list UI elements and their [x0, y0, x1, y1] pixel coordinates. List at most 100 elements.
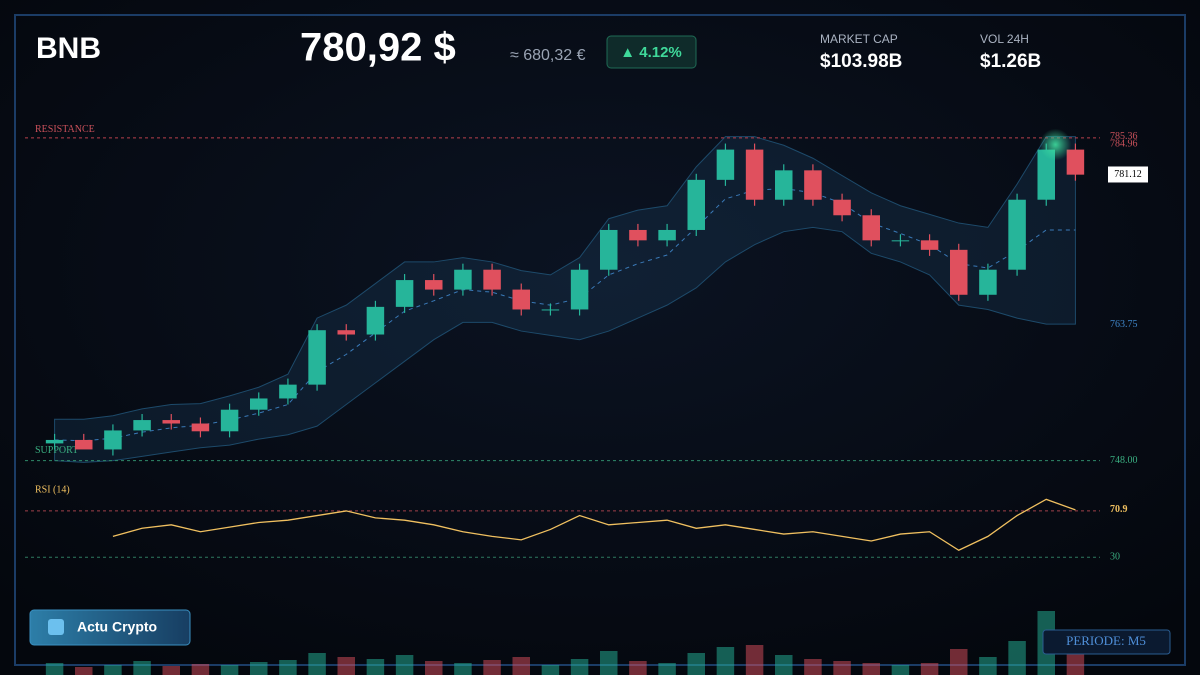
volume-bar	[133, 661, 151, 675]
candle-body	[745, 149, 764, 200]
candle-body	[45, 439, 64, 444]
candle-body	[483, 269, 501, 290]
candle-body	[425, 280, 443, 290]
volume-bar	[541, 665, 560, 675]
support-name: SUPPORT	[35, 445, 78, 456]
volume-bar	[162, 666, 180, 675]
candle-body	[979, 269, 997, 295]
candle-body	[395, 280, 414, 307]
price-tag	[1108, 166, 1148, 183]
candle-body	[250, 398, 268, 410]
volume-bar	[250, 662, 268, 675]
volume-bar	[308, 653, 326, 675]
volume-bar	[862, 663, 880, 675]
candle-body	[1066, 149, 1085, 175]
volume-bar	[75, 667, 93, 675]
volume-bar	[920, 663, 939, 675]
change: ▲ 4.12%	[620, 44, 682, 61]
volume-bar	[745, 645, 764, 675]
symbol: BNB	[36, 32, 101, 65]
stat-label: VOL 24H	[980, 32, 1029, 46]
period[interactable]: PERIODE: M5	[1066, 633, 1146, 648]
candle-body	[716, 149, 735, 180]
volume-bar	[950, 649, 968, 675]
candle-body	[862, 215, 880, 241]
candle-body	[337, 330, 355, 335]
price-eur: ≈ 680,32 €	[510, 47, 586, 64]
rsi-title: RSI (14)	[35, 484, 70, 495]
candle-body	[658, 229, 676, 241]
volume-bar	[891, 665, 910, 675]
volume-bar	[220, 665, 239, 675]
candle-body	[133, 420, 151, 431]
y-tick-label: 30	[1110, 552, 1120, 563]
volume-bar	[687, 653, 705, 675]
candle-body	[804, 170, 822, 200]
rsi-last: 70.9	[1110, 504, 1128, 515]
price: 780,92 $	[300, 26, 456, 70]
candle-body	[687, 179, 705, 230]
y-tick-label: 763.75	[1110, 319, 1138, 330]
stat-label: MARKET CAP	[820, 32, 898, 46]
candle-body	[920, 240, 939, 250]
volume-bar	[775, 655, 793, 675]
volume-bar	[629, 661, 647, 675]
volume-bar	[366, 659, 385, 675]
resistance-name: RESISTANCE	[35, 124, 95, 135]
change-badge	[606, 35, 697, 69]
candle-body	[950, 249, 968, 295]
volume-bar	[979, 657, 997, 675]
candle-body	[833, 199, 851, 216]
volume-bar	[191, 664, 210, 675]
brand-icon	[48, 619, 64, 635]
candle-body	[191, 423, 210, 432]
high-label: 784.96	[1110, 139, 1138, 150]
candle-body	[1037, 149, 1055, 200]
volume-bar	[716, 647, 735, 675]
support-value: 748.00	[1110, 455, 1138, 466]
candle-body	[454, 269, 472, 290]
volume-bar	[425, 661, 443, 675]
stat-value: $1.26B	[980, 51, 1041, 72]
period-badge[interactable]	[1042, 629, 1171, 655]
volume-bar	[570, 659, 589, 675]
candle-body	[775, 170, 793, 200]
candle-body	[891, 240, 910, 242]
candle-body	[1008, 199, 1026, 270]
candle-body	[570, 269, 589, 310]
candle-body	[512, 289, 530, 310]
brand-badge[interactable]	[29, 609, 191, 646]
volume-bar	[1008, 641, 1026, 675]
current-price: 781.12	[1114, 169, 1142, 180]
volume-bar	[395, 655, 414, 675]
volume-bar	[833, 661, 851, 675]
volume-bar	[104, 665, 122, 675]
candle-body	[629, 229, 647, 241]
volume-bar	[658, 663, 676, 675]
candle-body	[600, 229, 618, 270]
brand[interactable]: Actu Crypto	[77, 619, 157, 635]
stat-value: $103.98B	[820, 51, 902, 72]
volume-bar	[279, 660, 297, 675]
candle-body	[162, 420, 180, 424]
volume-bar	[512, 657, 530, 675]
volume-bar	[45, 663, 64, 675]
volume-bar	[804, 659, 822, 675]
candle-body	[308, 330, 326, 385]
resistance-value: 785.36	[1110, 131, 1138, 142]
candle-body	[279, 384, 297, 399]
candle-body	[541, 309, 560, 311]
candle-body	[366, 306, 385, 335]
volume-bar	[483, 660, 501, 675]
candle-body	[75, 439, 93, 450]
volume-bar	[337, 657, 355, 675]
candle-body	[104, 430, 122, 450]
volume-bar	[600, 651, 618, 675]
candle-body	[220, 409, 239, 432]
volume-bar	[454, 663, 472, 675]
glow	[1039, 128, 1072, 161]
rsi-line	[112, 498, 1076, 552]
